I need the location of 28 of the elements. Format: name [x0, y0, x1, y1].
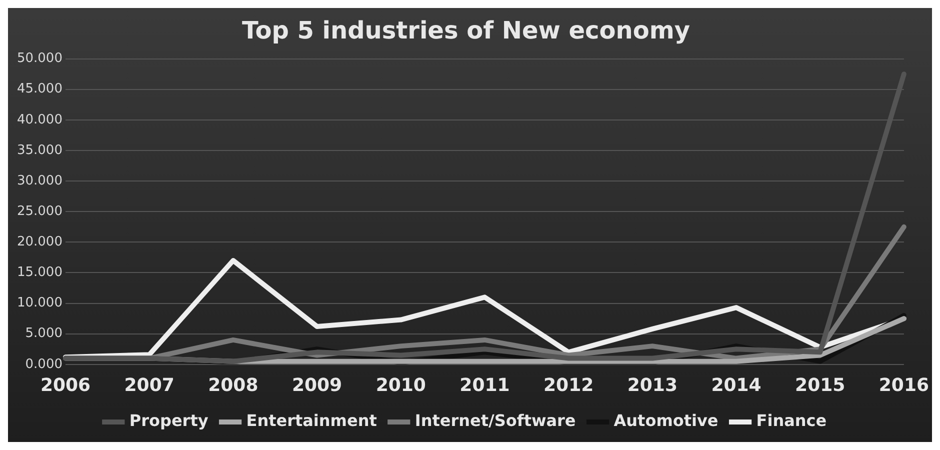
x-tick-label: 2008 [208, 374, 258, 396]
x-tick-label: 2016 [878, 374, 930, 396]
y-tick-label: 35.000 [16, 142, 62, 158]
y-tick-label: 10.000 [16, 296, 62, 311]
legend-label: Finance [756, 411, 827, 430]
y-tick-label: 50.000 [16, 51, 62, 66]
y-tick-label: 25.000 [16, 204, 62, 219]
legend-label: Automotive [614, 411, 718, 430]
y-tick-label: 45.000 [16, 82, 62, 97]
legend-label: Entertainment [246, 411, 378, 430]
x-tick-label: 2014 [711, 374, 762, 396]
legend-label: Property [129, 411, 209, 430]
x-tick-label: 2013 [627, 374, 678, 396]
x-tick-label: 2009 [292, 374, 342, 396]
legend-label: Internet/Software [414, 411, 576, 430]
y-tick-label: 5.000 [25, 326, 62, 342]
y-tick-label: 0.000 [25, 356, 62, 372]
x-tick-label: 2015 [795, 374, 846, 396]
y-tick-label: 15.000 [16, 265, 62, 280]
y-tick-label: 30.000 [16, 173, 62, 188]
y-tick-label: 40.000 [16, 112, 62, 128]
x-tick-label: 2012 [544, 374, 594, 396]
chart-title: Top 5 industries of New economy [242, 16, 690, 45]
x-tick-label: 2006 [40, 374, 91, 396]
y-tick-label: 20.000 [16, 234, 62, 250]
x-tick-label: 2011 [460, 374, 510, 396]
x-tick-label: 2007 [124, 374, 174, 396]
x-tick-label: 2010 [376, 374, 426, 396]
